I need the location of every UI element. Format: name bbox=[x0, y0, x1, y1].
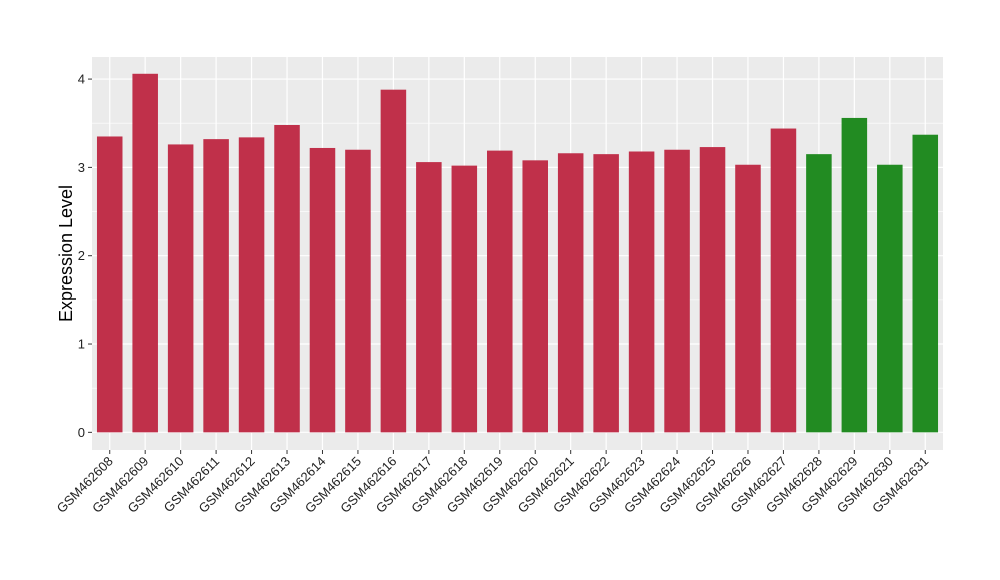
bar-GSM462631 bbox=[912, 134, 939, 433]
bar-GSM462629 bbox=[841, 117, 868, 433]
bar-GSM462623 bbox=[628, 151, 655, 433]
y-tick-label: 0 bbox=[78, 425, 85, 440]
y-axis-title: Expression Level bbox=[56, 185, 76, 322]
bar-GSM462608 bbox=[96, 136, 123, 433]
bar-GSM462612 bbox=[238, 137, 265, 433]
bar-GSM462615 bbox=[345, 149, 371, 433]
bar-GSM462613 bbox=[274, 125, 300, 433]
x-axis: GSM462608GSM462609GSM462610GSM462611GSM4… bbox=[54, 450, 931, 516]
bar-GSM462628 bbox=[806, 154, 832, 433]
bar-GSM462609 bbox=[132, 73, 158, 433]
bar-GSM462627 bbox=[770, 128, 797, 433]
y-tick-label: 3 bbox=[78, 160, 85, 175]
bar-GSM462610 bbox=[167, 144, 194, 433]
plot-panel bbox=[92, 57, 943, 450]
bar-GSM462622 bbox=[593, 154, 619, 433]
bar-GSM462617 bbox=[416, 162, 442, 433]
bars bbox=[96, 73, 939, 433]
bar-GSM462614 bbox=[309, 147, 336, 433]
y-axis: 0 1 2 3 4 bbox=[78, 72, 92, 440]
bar-GSM462616 bbox=[380, 89, 407, 433]
bar-GSM462619 bbox=[487, 150, 513, 433]
bar-GSM462625 bbox=[699, 147, 726, 433]
y-tick-label: 4 bbox=[78, 72, 85, 87]
bar-GSM462621 bbox=[557, 153, 584, 433]
y-tick-label: 1 bbox=[78, 337, 85, 352]
bar-GSM462620 bbox=[522, 160, 548, 433]
bar-GSM462611 bbox=[203, 139, 229, 433]
bar-GSM462630 bbox=[877, 164, 903, 433]
minor-gridlines bbox=[92, 122, 943, 389]
bar-GSM462626 bbox=[735, 164, 761, 433]
y-tick-label: 2 bbox=[78, 248, 85, 263]
bar-GSM462624 bbox=[664, 149, 690, 433]
bar-GSM462618 bbox=[451, 165, 478, 433]
